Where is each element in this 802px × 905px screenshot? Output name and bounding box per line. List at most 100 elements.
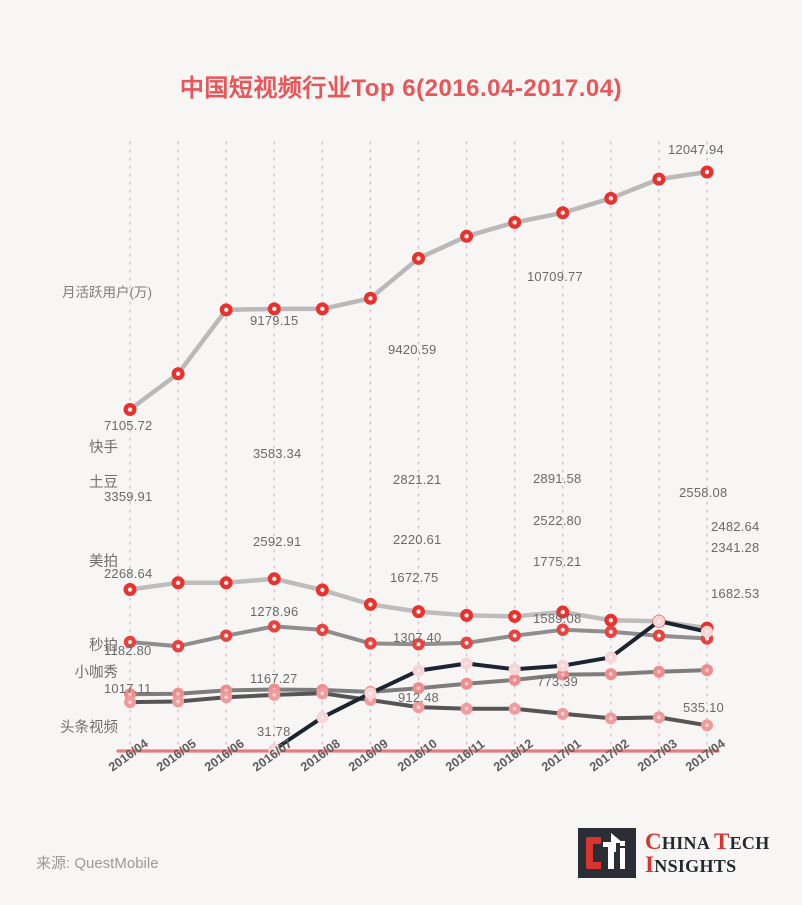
data-point[interactable] bbox=[412, 605, 425, 619]
data-point[interactable] bbox=[363, 597, 377, 611]
data-point[interactable] bbox=[556, 623, 569, 636]
data-point[interactable] bbox=[364, 637, 377, 650]
data-point[interactable] bbox=[267, 572, 281, 586]
data-point[interactable] bbox=[604, 651, 617, 664]
data-point[interactable] bbox=[412, 638, 425, 651]
page-title: 中国短视频行业Top 6(2016.04-2017.04) bbox=[179, 75, 623, 102]
logo-nsights: NSIGHTS bbox=[654, 856, 737, 876]
data-point[interactable] bbox=[556, 707, 569, 720]
data-value-label: 1278.96 bbox=[250, 604, 299, 619]
data-point[interactable] bbox=[123, 403, 137, 417]
data-point[interactable] bbox=[652, 629, 666, 642]
data-value-label: 2592.91 bbox=[253, 534, 302, 549]
data-point[interactable] bbox=[700, 165, 714, 179]
data-point[interactable] bbox=[508, 609, 522, 623]
series-line-5 bbox=[272, 619, 709, 752]
logo-line-2: INSIGHTS bbox=[645, 853, 770, 876]
data-point[interactable] bbox=[123, 583, 137, 597]
data-point[interactable] bbox=[219, 629, 233, 642]
data-point[interactable] bbox=[652, 615, 665, 628]
logo-wordmark: CHINA TECH INSIGHTS bbox=[645, 830, 770, 876]
data-value-label: 535.10 bbox=[683, 700, 724, 715]
data-point[interactable] bbox=[316, 623, 329, 637]
data-point[interactable] bbox=[315, 583, 329, 597]
data-value-label: 2220.61 bbox=[393, 532, 442, 547]
logo-hina: HINA bbox=[661, 833, 714, 853]
data-value-label: 1017.11 bbox=[104, 681, 152, 696]
data-value-label: 2891.58 bbox=[533, 471, 582, 486]
data-value-label: 3359.91 bbox=[104, 489, 153, 504]
data-point[interactable] bbox=[652, 711, 665, 724]
data-point[interactable] bbox=[171, 640, 185, 653]
data-point[interactable] bbox=[701, 664, 713, 677]
data-point[interactable] bbox=[508, 629, 521, 642]
data-point[interactable] bbox=[460, 636, 473, 650]
series-label-3: 秒拍 bbox=[89, 638, 118, 654]
series-label-1: 土豆 bbox=[89, 475, 118, 491]
data-point[interactable] bbox=[364, 687, 377, 700]
data-value-label: 3583.34 bbox=[253, 446, 302, 461]
data-point[interactable] bbox=[460, 657, 473, 670]
source-note: 来源: QuestMobile bbox=[36, 855, 159, 872]
data-point[interactable] bbox=[316, 687, 329, 700]
series-label-2: 美拍 bbox=[89, 554, 118, 570]
data-point[interactable] bbox=[701, 625, 713, 638]
data-point[interactable] bbox=[604, 668, 617, 681]
data-value-label: 2482.64 bbox=[711, 519, 760, 534]
data-point[interactable] bbox=[412, 664, 425, 677]
data-value-label: 1682.53 bbox=[711, 586, 760, 601]
data-point[interactable] bbox=[652, 172, 666, 186]
data-point[interactable] bbox=[412, 251, 425, 265]
data-value-label: 7105.72 bbox=[104, 418, 153, 433]
data-point[interactable] bbox=[556, 605, 570, 619]
data-point[interactable] bbox=[701, 719, 713, 732]
series-label-0: 快手 bbox=[89, 440, 118, 456]
data-point[interactable] bbox=[460, 702, 473, 715]
data-point[interactable] bbox=[316, 711, 329, 724]
data-point[interactable] bbox=[220, 691, 233, 704]
data-point[interactable] bbox=[508, 673, 521, 686]
data-point[interactable] bbox=[412, 682, 425, 695]
data-point[interactable] bbox=[508, 663, 521, 676]
data-point[interactable] bbox=[604, 191, 618, 205]
data-point[interactable] bbox=[460, 677, 473, 690]
data-value-label: 9179.15 bbox=[250, 313, 299, 328]
data-point[interactable] bbox=[604, 712, 617, 725]
data-point[interactable] bbox=[556, 206, 570, 220]
data-value-label: 1775.21 bbox=[533, 554, 582, 569]
data-point[interactable] bbox=[171, 367, 185, 381]
data-value-label: 2341.28 bbox=[711, 540, 760, 555]
data-point[interactable] bbox=[219, 576, 233, 590]
data-point[interactable] bbox=[556, 668, 569, 681]
data-point[interactable] bbox=[508, 215, 522, 229]
data-point[interactable] bbox=[604, 625, 618, 639]
data-point[interactable] bbox=[363, 291, 377, 305]
data-point[interactable] bbox=[268, 688, 281, 701]
series-label-5: 头条视频 bbox=[60, 720, 118, 736]
data-point[interactable] bbox=[652, 665, 665, 678]
series-line-1 bbox=[127, 576, 710, 631]
data-point[interactable] bbox=[556, 659, 569, 672]
data-point[interactable] bbox=[460, 608, 474, 622]
data-point[interactable] bbox=[219, 303, 233, 317]
data-point[interactable] bbox=[268, 743, 281, 756]
data-value-label: 1589.08 bbox=[533, 611, 582, 626]
series-label-4: 小咖秀 bbox=[74, 665, 119, 681]
data-point[interactable] bbox=[171, 576, 185, 590]
data-point[interactable] bbox=[315, 302, 329, 316]
data-value-label: 1167.27 bbox=[250, 671, 298, 686]
data-point[interactable] bbox=[508, 702, 521, 715]
data-point[interactable] bbox=[172, 695, 185, 708]
brand-logo: CHINA TECH INSIGHTS bbox=[578, 828, 770, 878]
data-point[interactable] bbox=[268, 620, 281, 633]
data-point[interactable] bbox=[604, 613, 618, 627]
data-point[interactable] bbox=[460, 229, 474, 243]
data-point[interactable] bbox=[267, 302, 281, 316]
logo-t: T bbox=[713, 829, 730, 854]
data-point[interactable] bbox=[412, 701, 425, 714]
data-value-label: 1672.75 bbox=[390, 570, 439, 585]
data-value-label: 12047.94 bbox=[668, 142, 724, 157]
data-point[interactable] bbox=[123, 635, 137, 649]
data-point[interactable] bbox=[124, 696, 136, 709]
data-value-label: 1307.40 bbox=[393, 630, 442, 645]
